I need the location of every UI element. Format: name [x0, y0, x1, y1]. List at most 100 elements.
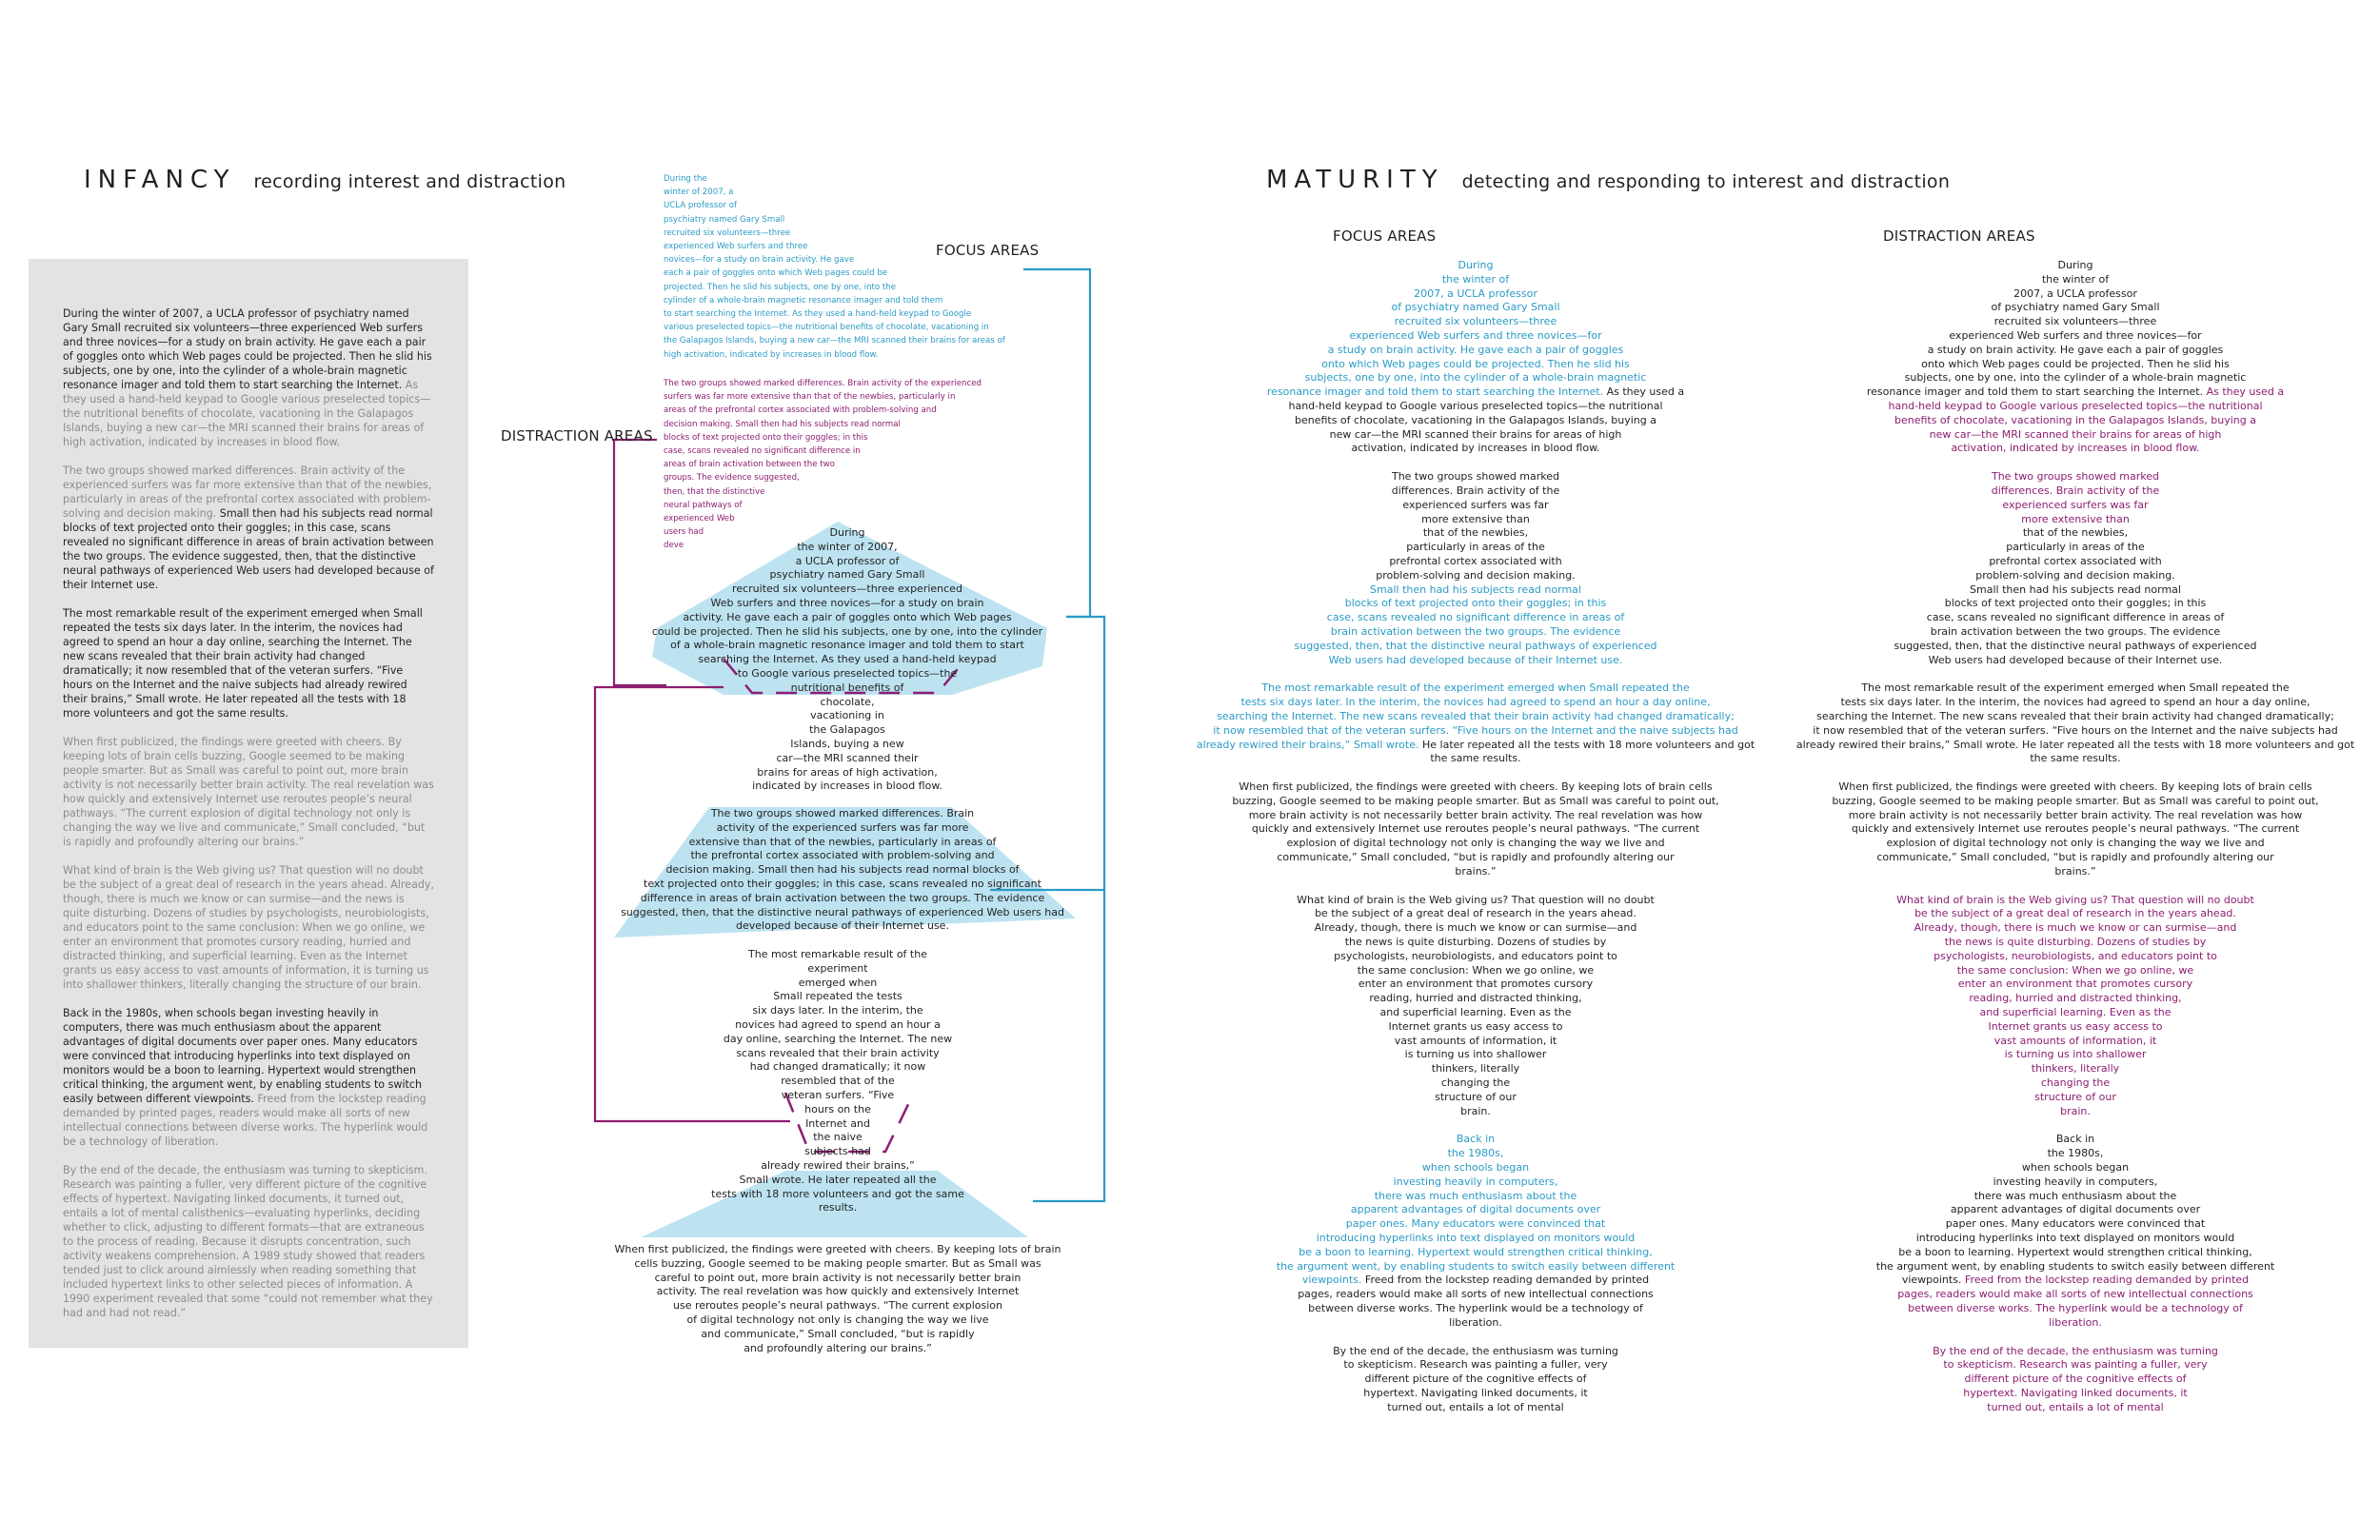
line-text: Freed from the lockstep reading demanded…	[1361, 1273, 1650, 1287]
line-text: introducing hyperlinks into text display…	[1915, 1232, 2235, 1244]
text-line: brain.	[1766, 1105, 2380, 1119]
line-text: reading, hurried and distracted thinking…	[1369, 992, 1582, 1005]
text-line: a UCLA professor of	[795, 554, 900, 567]
text-line: of psychiatry named Gary Small	[1166, 301, 1785, 315]
text-line: viewpoints. Freed from the lockstep read…	[1766, 1273, 2380, 1288]
text-line: psychiatry named Gary Small	[769, 568, 925, 582]
line-text: the 1980s,	[2047, 1147, 2104, 1160]
text-line: The two groups showed marked differences…	[710, 807, 975, 819]
line-text: Already, though, there is much we know o…	[1914, 921, 2237, 935]
text-line: When first publicized, the findings were…	[1166, 780, 1785, 795]
text-line: the Galapagos	[809, 723, 885, 737]
article-paragraph: The two groups showed marked differences…	[63, 464, 434, 592]
text-line: experienced surfers was far	[1766, 499, 2380, 513]
text-line: subjects, one by one, into the cylinder …	[1766, 371, 2380, 385]
line-text: pages, readers would make all sorts of n…	[1897, 1288, 2253, 1301]
article-paragraph: By the end of the decade, the enthusiasm…	[63, 1163, 434, 1320]
text-line: to skepticism. Research was painting a f…	[1766, 1358, 2380, 1372]
article-text-grey: As they used a hand-held keypad to Googl…	[63, 379, 431, 448]
text-line: thinkers, literally	[1766, 1062, 2380, 1076]
line-text: that of the newbies,	[1422, 526, 1529, 540]
text-line: the 1980s,	[1766, 1147, 2380, 1161]
text-line: projected. Then he slid his subjects, on…	[664, 282, 896, 292]
maturity-focus-column: During the winter of 2007, a UCLA professo…	[1166, 259, 1785, 1430]
text-line: to skepticism. Research was painting a f…	[1166, 1358, 1785, 1372]
text-line: What kind of brain is the Web giving us?…	[1166, 894, 1785, 908]
focus-connector-2	[1033, 615, 1106, 1203]
text-line: emerged when	[798, 976, 878, 989]
text-line: problem-solving and decision making.	[1166, 569, 1785, 583]
text-line: and superficial learning. Even as the	[1166, 1006, 1785, 1020]
text-line: activity. He gave each a pair of goggles…	[683, 610, 1012, 623]
text-line: recruited six volunteers—three	[1166, 315, 1785, 329]
text-line: investing heavily in computers,	[1166, 1175, 1785, 1190]
line-text: Already, though, there is much we know o…	[1314, 921, 1637, 935]
line-text: tests six days later. In the interim, th…	[1240, 696, 1711, 709]
maturity-paragraph: When first publicized, the findings were…	[1766, 780, 2380, 879]
maturity-paragraph: The two groups showed marked differences.…	[1766, 470, 2380, 667]
text-line: pages, readers would make all sorts of n…	[1766, 1288, 2380, 1302]
text-line: already rewired their brains,”	[761, 1158, 915, 1172]
text-line: prefrontal cortex associated with	[1166, 555, 1785, 569]
text-line: The two groups showed marked	[1166, 470, 1785, 484]
text-line: experienced Web surfers and three novice…	[1166, 329, 1785, 344]
text-line: Already, though, there is much we know o…	[1766, 921, 2380, 936]
maturity-paragraph: The most remarkable result of the experi…	[1166, 681, 1785, 766]
text-line: between diverse works. The hyperlink wou…	[1766, 1302, 2380, 1316]
line-text: investing heavily in computers,	[1393, 1175, 1558, 1188]
text-line: areas of brain activation between the tw…	[664, 460, 835, 470]
line-text: already rewired their brains,” Small wro…	[1196, 738, 1419, 751]
line-text: differences. Brain activity of the	[1391, 484, 1560, 497]
text-line: particularly in areas of the	[1166, 541, 1785, 555]
text-line: results.	[818, 1201, 858, 1214]
text-line: between diverse works. The hyperlink wou…	[1166, 1302, 1785, 1316]
text-line: reading, hurried and distracted thinking…	[1766, 992, 2380, 1006]
line-text: the winter of	[2041, 272, 2110, 286]
text-line: buzzing, Google seemed to be making peop…	[1766, 795, 2380, 809]
line-text: suggested, then, that the distinctive ne…	[1294, 639, 1657, 652]
text-line: the winter of 2007,	[797, 540, 898, 553]
line-text: During	[1458, 259, 1494, 271]
text-line: different picture of the cognitive effec…	[1166, 1372, 1785, 1387]
line-text: differences. Brain activity of the	[1991, 484, 2160, 497]
line-text: As they used a	[1603, 385, 1685, 399]
text-line: brains.”	[1166, 865, 1785, 879]
line-text: By the end of the decade, the enthusiasm…	[1933, 1344, 2218, 1357]
line-text: particularly in areas of the	[1406, 541, 1545, 554]
text-line: subjects, one by one, into the cylinder …	[1166, 371, 1785, 385]
text-line: searching the Internet. The new scans re…	[1166, 710, 1785, 724]
text-line: reading, hurried and distracted thinking…	[1166, 992, 1785, 1006]
infancy-title: INFANCY	[84, 166, 236, 194]
text-line: careful to point out, more brain activit…	[654, 1271, 1021, 1284]
line-text: a study on brain activity. He gave each …	[1927, 343, 2224, 356]
text-line: text projected onto their goggles; in th…	[644, 877, 1041, 890]
line-text: investing heavily in computers,	[1993, 1175, 2158, 1188]
line-text: Internet grants us easy access to	[1388, 1019, 1563, 1033]
infancy-focus-label: FOCUS AREAS	[936, 242, 1040, 259]
text-line: winter of 2007, a	[664, 188, 734, 198]
line-text: The two groups showed marked	[1991, 470, 2160, 484]
text-line: areas of the prefrontal cortex associate…	[664, 405, 937, 416]
text-line: viewpoints. Freed from the lockstep read…	[1166, 1273, 1785, 1288]
text-line: psychologists, neurobiologists, and educ…	[1166, 950, 1785, 964]
text-line: activity. The real revelation was how qu…	[656, 1285, 1020, 1298]
text-line: enter an environment that promotes curso…	[1766, 977, 2380, 992]
text-line: searching the Internet. As they used a h…	[698, 653, 997, 666]
line-text: the news is quite disturbing. Dozens of …	[1344, 936, 1607, 949]
text-line: deve	[664, 541, 684, 551]
text-line: each a pair of goggles onto which Web pa…	[664, 268, 888, 279]
text-line: structure of our	[1766, 1091, 2380, 1105]
text-line: The most remarkable result of the experi…	[1166, 681, 1785, 696]
text-line: During the	[664, 174, 707, 184]
text-line: searching the Internet. The new scans re…	[1766, 710, 2380, 724]
infancy-focus-small-text: During the winter of 2007, a UCLA professo…	[664, 172, 1063, 362]
text-line: neural pathways of	[664, 500, 743, 510]
text-line: new car—the MRI scanned their brains for…	[1166, 428, 1785, 443]
text-line: the argument went, by enabling students …	[1166, 1260, 1785, 1274]
line-text: more brain activity is not necessarily b…	[1248, 808, 1703, 821]
line-text: introducing hyperlinks into text display…	[1316, 1232, 1636, 1244]
line-text: 2007, a UCLA professor	[1414, 286, 1537, 300]
text-line: experienced Web	[664, 514, 735, 524]
distraction-connector	[612, 438, 666, 687]
text-line: enter an environment that promotes curso…	[1166, 977, 1785, 992]
